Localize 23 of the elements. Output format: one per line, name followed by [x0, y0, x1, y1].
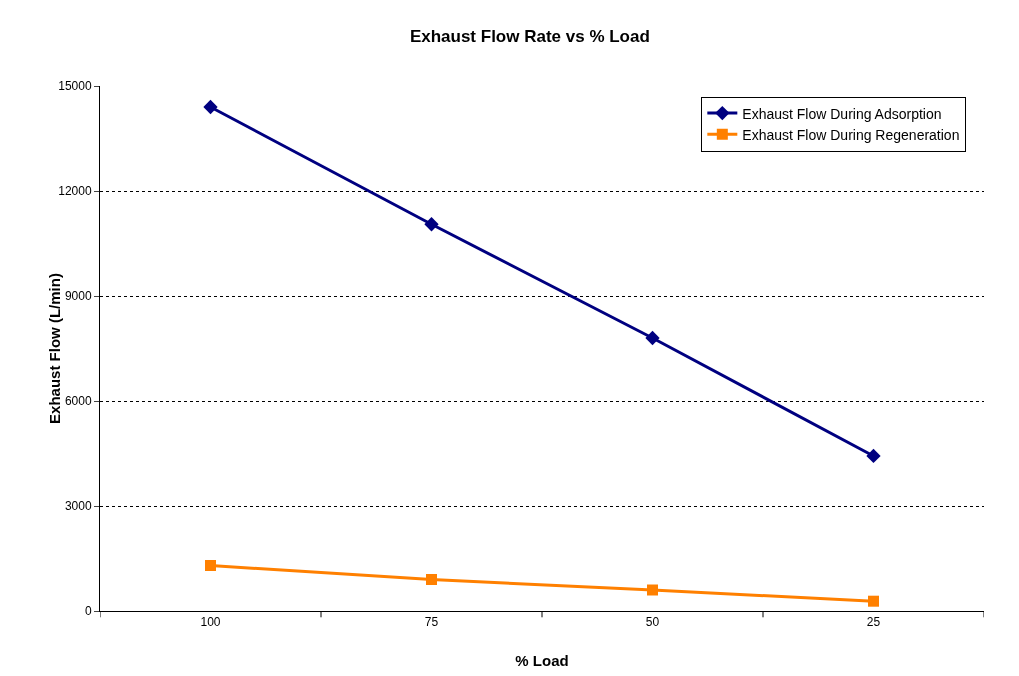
- x-tick-label: 100: [200, 615, 221, 630]
- y-tick-label: 0: [84, 604, 92, 619]
- point: [426, 574, 437, 585]
- point: [203, 99, 218, 115]
- x-tick-label: 25: [866, 615, 881, 630]
- y-tick-label: 6000: [64, 394, 92, 409]
- legend-label: Exhaust Flow During Regeneration: [742, 126, 960, 143]
- x-tick-label: 50: [645, 615, 660, 630]
- x-axis-title: % Load: [515, 652, 569, 669]
- y-tick-label: 15000: [58, 79, 92, 94]
- point: [868, 595, 879, 607]
- point: [645, 330, 660, 346]
- x-tick-label: 75: [424, 615, 439, 630]
- point: [647, 584, 658, 596]
- legend-label: Exhaust Flow During Adsorption: [742, 105, 942, 122]
- chart-title: Exhaust Flow Rate vs % Load: [409, 27, 650, 47]
- point: [866, 448, 881, 464]
- y-tick-label: 9000: [64, 289, 92, 304]
- y-tick-label: 12000: [58, 184, 92, 199]
- point: [424, 217, 439, 232]
- y-axis-title: Exhaust Flow (L/min): [45, 273, 63, 424]
- point: [205, 560, 216, 571]
- y-tick-label: 3000: [64, 499, 92, 514]
